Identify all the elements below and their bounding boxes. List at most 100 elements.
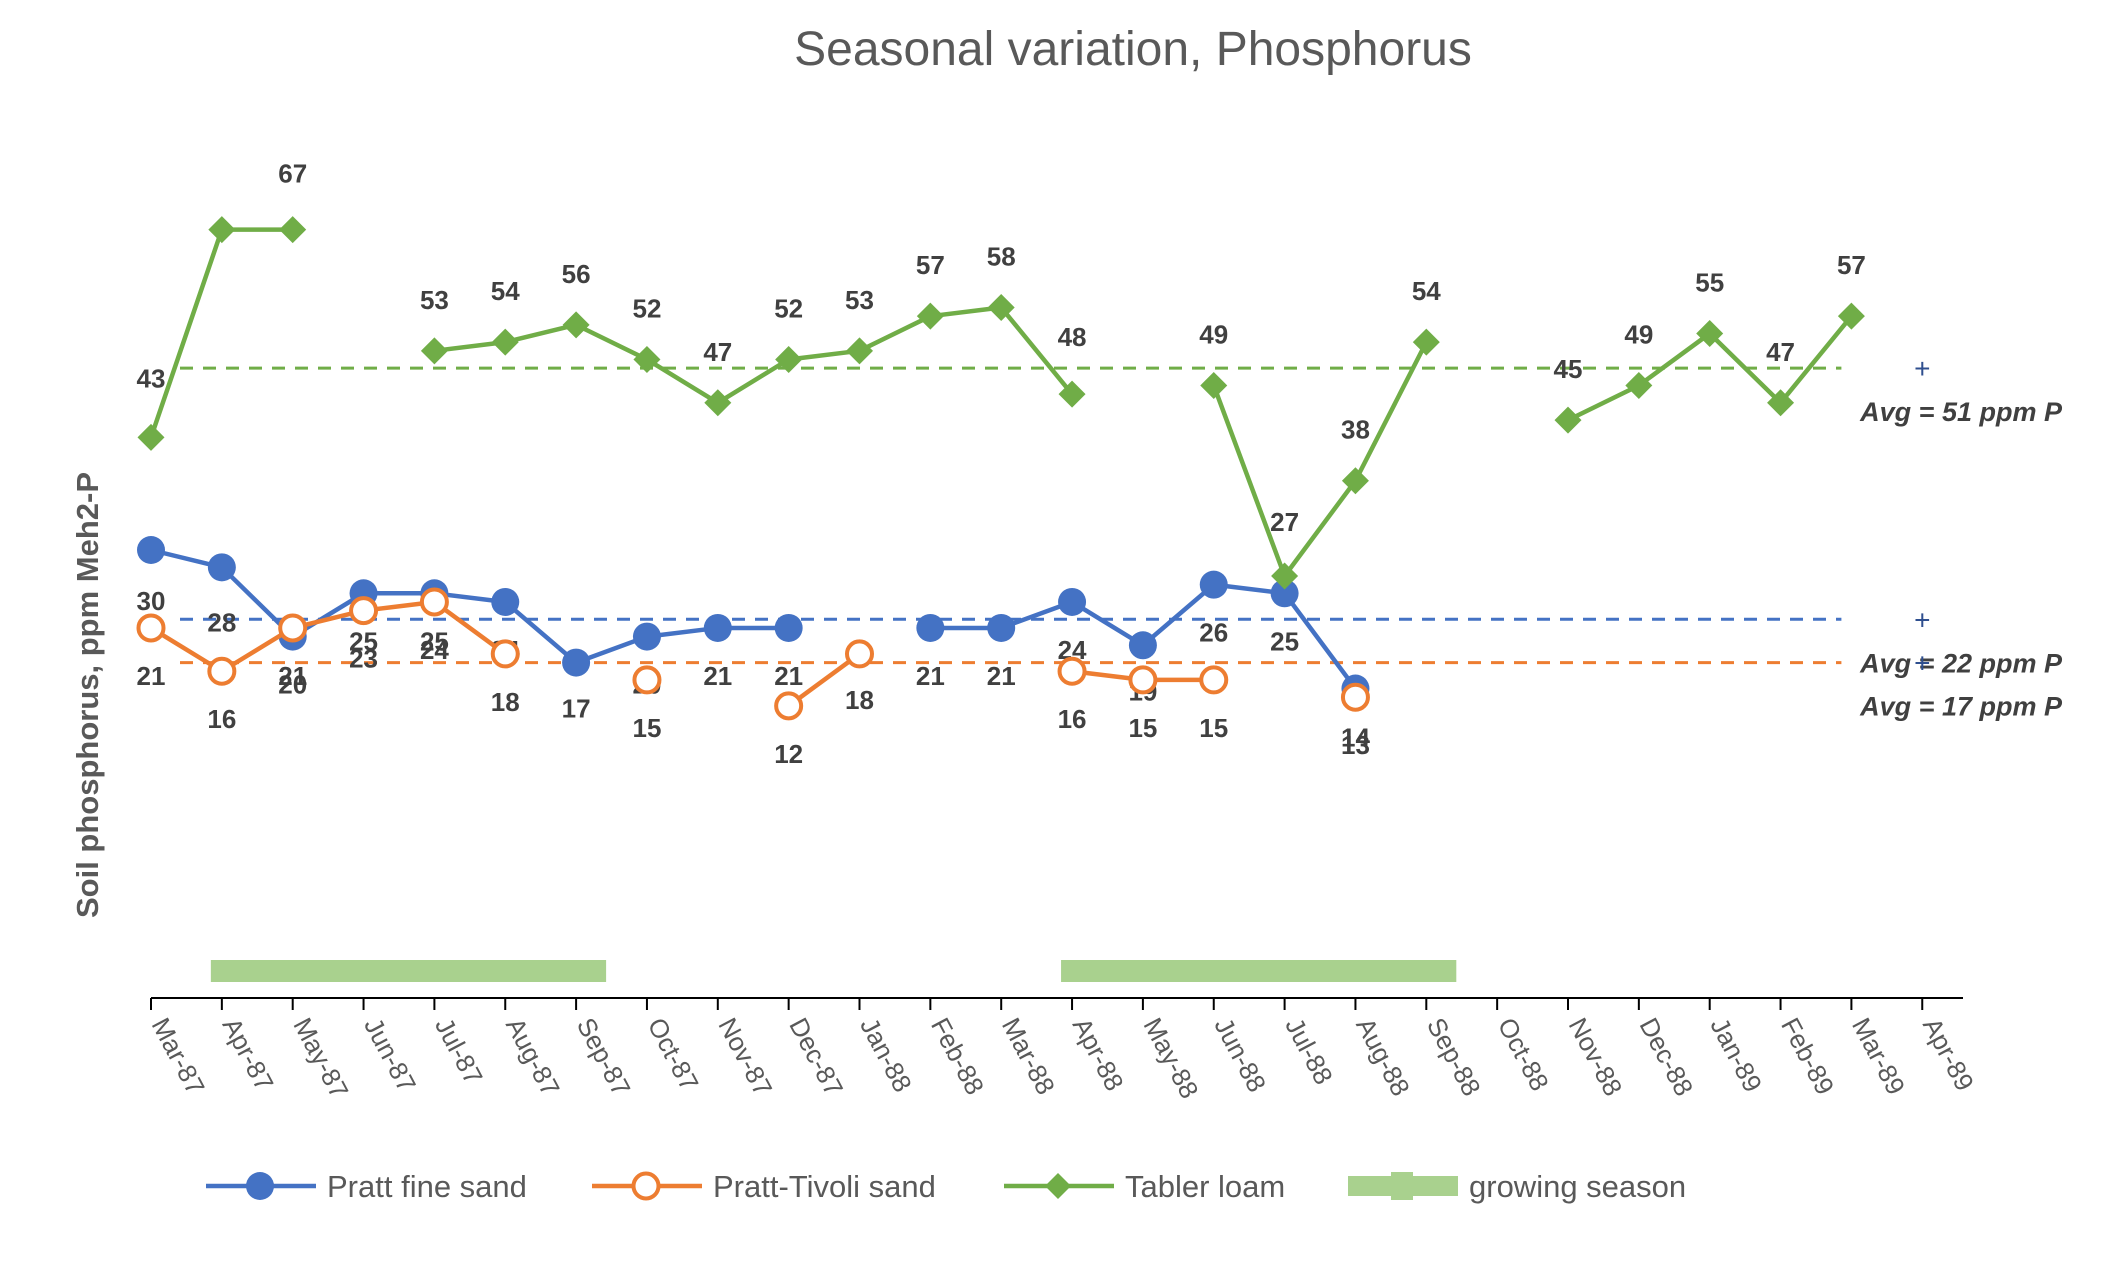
data-label: 54: [1412, 276, 1441, 306]
data-label: 30: [137, 586, 166, 616]
data-label: 58: [987, 242, 1016, 272]
legend-marker: [246, 1172, 274, 1200]
data-label: 15: [1199, 713, 1228, 743]
data-point: [490, 639, 520, 669]
growing-season-bars: [210, 960, 1457, 982]
legend-marker: [1045, 1173, 1071, 1199]
growing-season-bar: [210, 960, 607, 982]
data-point: [774, 613, 803, 642]
data-point: [774, 691, 804, 721]
data-point: [1412, 328, 1440, 356]
data-label: 25: [420, 626, 449, 656]
data-point: [1270, 579, 1299, 608]
legend-label: growing season: [1469, 1169, 1686, 1204]
series-line-segment: [1282, 478, 1358, 579]
data-point: [1058, 380, 1086, 408]
data-label: 26: [1199, 618, 1228, 648]
data-point: [704, 389, 732, 417]
data-point: [916, 302, 944, 330]
x-tick-label: Jun-87: [358, 1013, 422, 1097]
data-point: [279, 216, 307, 244]
x-tick-label: Sep-87: [571, 1013, 637, 1101]
data-label: 67: [278, 159, 307, 189]
data-label: 48: [1058, 322, 1087, 352]
series-line-segment: [1778, 313, 1854, 406]
x-tick-label: Jun-88: [1208, 1013, 1272, 1097]
data-label: 15: [1128, 713, 1157, 743]
x-tick-label: May-87: [287, 1013, 354, 1104]
x-tick-label: Nov-88: [1563, 1013, 1629, 1101]
data-label: 23: [349, 644, 378, 674]
average-marker: +: [1914, 353, 1930, 384]
data-point: [1199, 570, 1228, 599]
data-label: 49: [1199, 319, 1228, 349]
series-line-segment: [998, 305, 1075, 397]
x-tick-label: Aug-88: [1350, 1013, 1416, 1101]
series-line-segment: [857, 313, 933, 354]
data-point: [1341, 467, 1369, 495]
data-point: [278, 613, 308, 643]
data-point: [1625, 371, 1653, 399]
series-line-segment: [1565, 383, 1642, 423]
series-line-segment: [573, 322, 650, 362]
x-tick-label: Jul-88: [1279, 1013, 1339, 1090]
series-line-segment: [715, 357, 791, 406]
series-line-segment: [148, 227, 225, 440]
x-tick-label: Aug-87: [500, 1013, 566, 1101]
legend-item-tabler-loam: Tabler loam: [1004, 1169, 1285, 1204]
x-tick-label: Feb-89: [1775, 1013, 1840, 1100]
data-label: 15: [632, 713, 661, 743]
average-label-pratt-tivoli-sand: Avg = 17 ppm P: [1859, 692, 2063, 722]
chart-title: Seasonal variation, Phosphorus: [794, 23, 1472, 76]
x-tick-label: Jan-89: [1704, 1013, 1768, 1097]
data-label: 25: [1270, 626, 1299, 656]
data-point: [1767, 389, 1795, 417]
x-tick-label: May-88: [1138, 1013, 1205, 1104]
data-label: 43: [137, 363, 166, 393]
data-label: 21: [703, 661, 732, 691]
data-label: 57: [916, 250, 945, 280]
data-point: [207, 656, 237, 686]
data-label: 28: [207, 607, 236, 637]
data-point: [562, 311, 590, 339]
data-point: [491, 328, 519, 356]
data-point: [1057, 656, 1087, 686]
legend: Pratt fine sand Pratt-Tivoli sand Tabler l…: [206, 1169, 1686, 1204]
data-point: [1128, 631, 1157, 660]
data-label: 12: [774, 739, 803, 769]
data-label: 16: [207, 704, 236, 734]
data-label: 52: [774, 293, 803, 323]
data-point: [1271, 562, 1299, 590]
data-point: [987, 613, 1016, 642]
data-point: [208, 216, 236, 244]
data-point: [419, 587, 449, 617]
data-point: [137, 423, 165, 451]
data-point: [1200, 371, 1228, 399]
data-point: [1554, 406, 1582, 434]
series-pratt-fine-sand: 3028202525241720212121212419262514: [137, 536, 1370, 753]
y-axis-label: Soil phosphorus, ppm Meh2-P: [70, 472, 105, 918]
data-label: 54: [491, 276, 520, 306]
data-point: [1696, 320, 1724, 347]
series-line-segment: [432, 599, 508, 657]
average-marker: +: [1914, 648, 1930, 679]
data-label: 55: [1695, 268, 1724, 298]
data-point: [1199, 665, 1229, 695]
data-point: [703, 613, 732, 642]
data-label: 21: [137, 661, 166, 691]
data-point: [1058, 587, 1087, 616]
series-line-segment: [1636, 331, 1712, 388]
data-label: 25: [349, 626, 378, 656]
x-axis-ticks: Mar-87 Apr-87 May-87 Jun-87 Jul-87 Aug-87 Sep-…: [146, 998, 1980, 1103]
x-tick-label: Apr-87: [217, 1013, 280, 1096]
x-tick-label: Dec-87: [783, 1013, 849, 1101]
data-point: [632, 665, 662, 695]
data-point: [846, 337, 873, 365]
average-marker: +: [1914, 604, 1930, 635]
data-point: [775, 345, 803, 373]
data-label: 16: [1058, 704, 1087, 734]
legend-label: Tabler loam: [1125, 1169, 1285, 1204]
series-line-segment: [503, 599, 579, 665]
data-point: [349, 596, 379, 626]
